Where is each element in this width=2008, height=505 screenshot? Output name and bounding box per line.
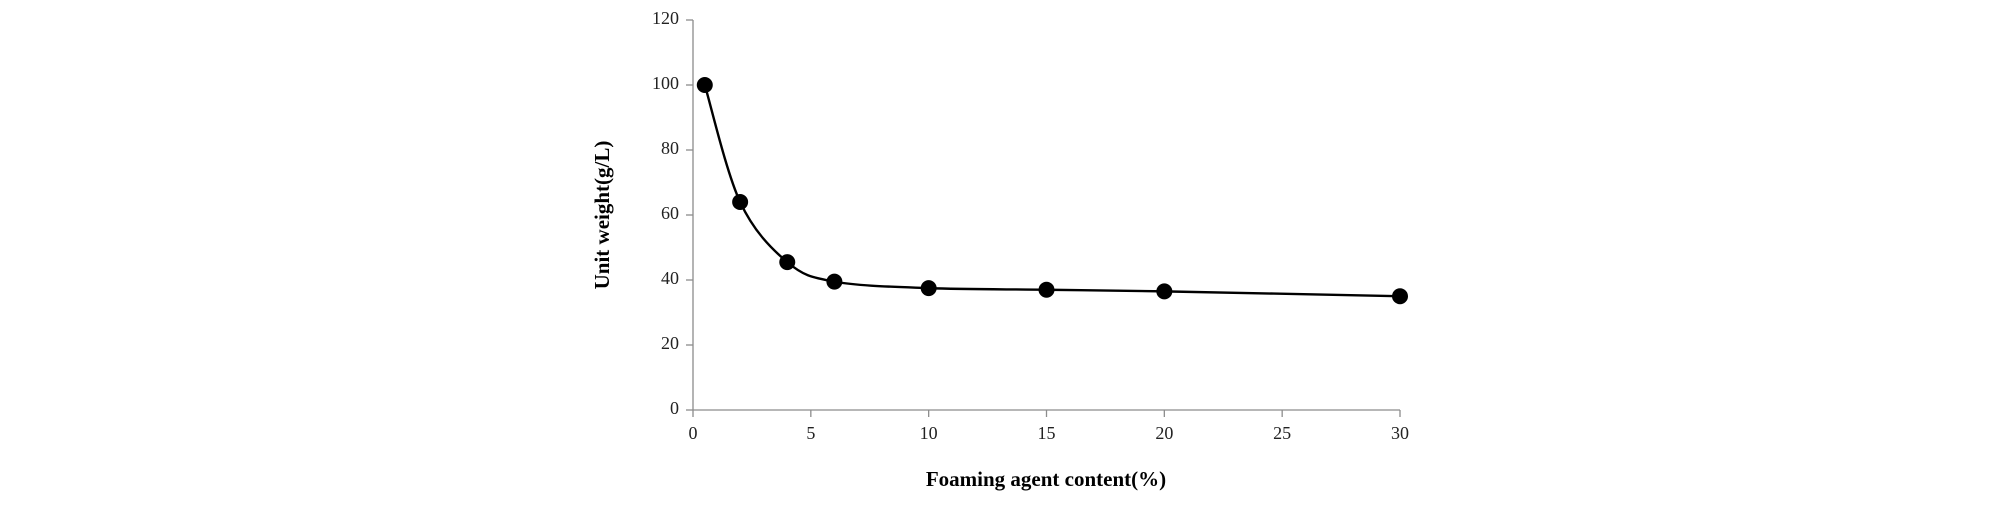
y-tick-label: 20 bbox=[661, 333, 679, 353]
point bbox=[779, 254, 796, 271]
y-tick-label: 40 bbox=[661, 268, 679, 288]
x-axis-title: Foaming agent content(%) bbox=[926, 467, 1166, 491]
curve bbox=[703, 84, 1401, 298]
point bbox=[1038, 281, 1055, 298]
x-tick-label: 10 bbox=[920, 423, 938, 443]
x-tick-label: 0 bbox=[689, 423, 698, 443]
x-tick-label: 30 bbox=[1391, 423, 1409, 443]
y-tick-label: 120 bbox=[652, 8, 679, 28]
y-tick-label: 0 bbox=[670, 398, 679, 418]
y-tick-label: 60 bbox=[661, 203, 679, 223]
x-tick-label: 15 bbox=[1038, 423, 1056, 443]
point bbox=[826, 273, 843, 290]
y-tick-label: 80 bbox=[661, 138, 679, 158]
x-tick-label: 25 bbox=[1273, 423, 1291, 443]
point bbox=[920, 280, 937, 297]
point bbox=[1392, 288, 1408, 305]
point bbox=[1156, 283, 1173, 300]
x-tick-label: 20 bbox=[1155, 423, 1173, 443]
point bbox=[696, 77, 713, 93]
y-axis-title: Unit weight(g/L) bbox=[590, 141, 614, 290]
y-tick-label: 100 bbox=[652, 73, 679, 93]
x-tick-label: 5 bbox=[806, 423, 815, 443]
point bbox=[732, 194, 749, 210]
